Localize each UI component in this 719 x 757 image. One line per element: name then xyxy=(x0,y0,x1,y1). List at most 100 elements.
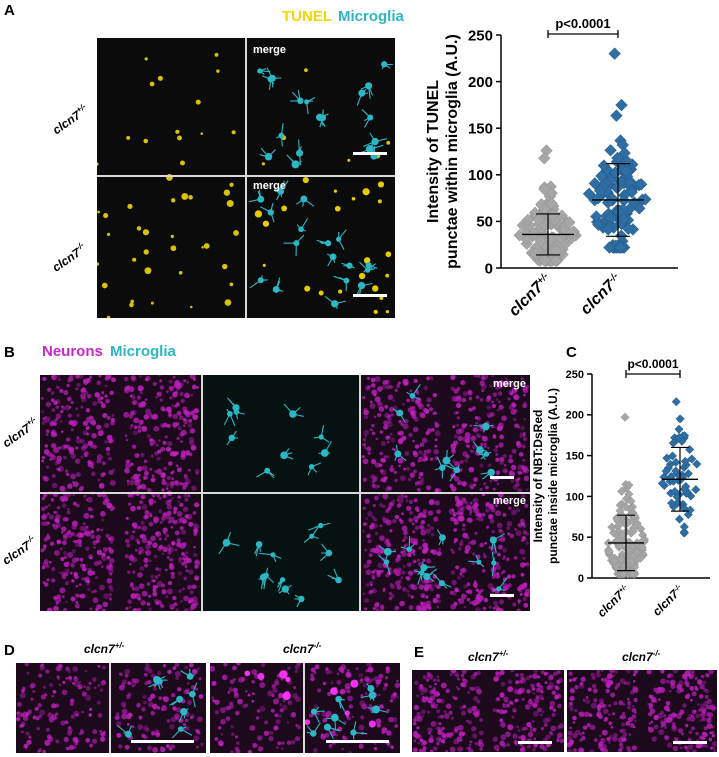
neuron-mark xyxy=(498,380,505,386)
neuron-mark xyxy=(175,676,179,681)
microglia-process xyxy=(490,539,494,551)
neuron-mark xyxy=(371,382,376,388)
neuron-mark xyxy=(93,546,96,549)
neuron-mark xyxy=(344,683,351,690)
neuron-mark xyxy=(398,437,404,444)
neuron-mark xyxy=(373,484,379,489)
neuron-mark xyxy=(491,403,497,409)
cell-mark xyxy=(347,158,351,162)
microglia-process xyxy=(352,721,357,733)
row-label-het: clcn7+/- xyxy=(0,414,38,451)
neuron-mark xyxy=(368,559,372,564)
neuron-mark xyxy=(665,700,671,706)
neuron-mark xyxy=(378,693,381,697)
neuron-mark xyxy=(626,705,632,710)
neuron-mark xyxy=(382,686,387,691)
neuron-mark xyxy=(114,715,120,721)
neuron-mark xyxy=(394,570,401,577)
neuron-mark xyxy=(408,517,413,523)
neuron-mark xyxy=(470,686,475,691)
neuron-mark xyxy=(67,727,73,733)
neuron-mark xyxy=(143,667,149,672)
neuron-mark xyxy=(85,546,90,552)
micrograph-d-het-image xyxy=(16,663,206,753)
neuron-mark xyxy=(184,410,191,416)
neuron-mark xyxy=(61,444,67,450)
neuron-mark xyxy=(453,601,458,606)
neuron-mark xyxy=(551,712,556,717)
neuron-mark xyxy=(402,564,406,568)
microglia-process xyxy=(283,403,294,415)
neuron-mark xyxy=(80,485,85,490)
neuron-mark xyxy=(64,469,69,473)
neuron-mark xyxy=(191,596,198,603)
neuron-mark xyxy=(509,700,513,705)
neuron-mark xyxy=(557,732,563,739)
neuron-mark xyxy=(48,560,52,564)
neuron-mark xyxy=(193,408,199,414)
x-tick-label: clcn7+/- xyxy=(505,270,554,319)
neuron-mark xyxy=(369,400,373,404)
neuron-mark xyxy=(581,736,586,741)
y-axis-label-line: Intensity of TUNEL xyxy=(425,80,442,223)
neuron-mark xyxy=(143,486,147,490)
neuron-mark xyxy=(214,737,219,741)
microglia-process xyxy=(296,598,302,608)
neuron-mark xyxy=(72,745,77,750)
neuron-mark xyxy=(341,747,344,751)
microglia-process xyxy=(226,542,240,547)
neuron-mark xyxy=(407,562,412,567)
neuron-mark xyxy=(139,419,144,424)
neuron-mark xyxy=(233,678,236,681)
neuron-mark xyxy=(316,688,322,693)
neuron-mark xyxy=(166,504,173,510)
neuron-mark xyxy=(557,703,562,709)
neuron-mark xyxy=(437,599,441,604)
neuron-mark xyxy=(495,504,498,508)
microglia-process xyxy=(491,562,495,576)
neuron-mark xyxy=(71,520,78,527)
neuron-mark xyxy=(286,740,292,745)
neuron-mark xyxy=(396,554,401,559)
neuron-mark xyxy=(567,730,573,736)
neuron-mark xyxy=(523,582,528,587)
neuron-mark xyxy=(149,514,153,518)
neuron-mark xyxy=(579,732,583,736)
neuron-mark xyxy=(191,485,197,491)
neuron-mark xyxy=(650,698,656,704)
neuron-mark xyxy=(24,663,29,667)
neuron-mark xyxy=(455,565,460,570)
neuron-mark xyxy=(402,378,409,385)
microglia-process xyxy=(189,674,196,677)
neuron-mark xyxy=(158,375,161,377)
neuron-mark xyxy=(197,667,200,670)
neuron-mark xyxy=(488,545,493,550)
neuron-mark xyxy=(367,451,371,455)
microglia-process xyxy=(259,68,267,72)
neuron-mark xyxy=(41,455,46,460)
neuron-mark xyxy=(689,672,695,678)
neuron-mark xyxy=(44,739,51,746)
neuron-mark xyxy=(468,720,472,725)
neuron-mark xyxy=(704,694,709,699)
neuron-mark xyxy=(81,710,84,714)
neuron-mark xyxy=(98,483,105,489)
neuron-mark xyxy=(516,725,519,729)
divider xyxy=(109,663,111,753)
neuron-mark xyxy=(104,394,108,398)
neuron-mark xyxy=(339,688,346,695)
tissue-bg xyxy=(567,670,717,752)
neuron-mark xyxy=(703,687,707,692)
microglia-process xyxy=(468,560,479,563)
neuron-mark xyxy=(702,717,706,721)
neuron-mark xyxy=(68,446,75,452)
neuron-mark xyxy=(497,608,501,611)
data-point xyxy=(565,227,578,240)
neuron-mark xyxy=(508,506,512,510)
neuron-mark xyxy=(78,543,82,548)
neuron-mark xyxy=(408,478,412,482)
neuron-mark xyxy=(141,504,148,510)
neuron-mark xyxy=(457,575,461,580)
neuron-mark xyxy=(60,531,64,534)
neuron-mark xyxy=(438,729,442,733)
